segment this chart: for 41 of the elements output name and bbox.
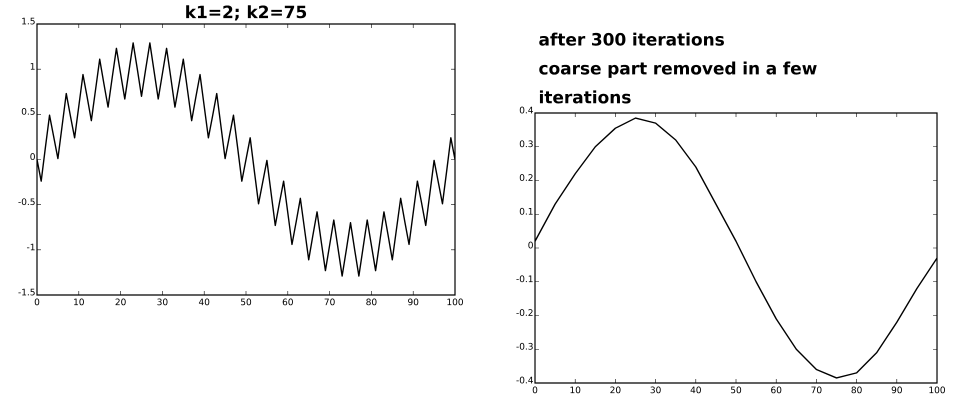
chart-title: after 300 iterations	[539, 32, 724, 46]
x-tick-label: 100	[929, 386, 945, 394]
x-tick-label: 50	[240, 298, 252, 306]
y-tick-label: 0.2	[520, 174, 533, 181]
x-tick-label: 70	[811, 386, 822, 394]
x-tick-label: 20	[610, 386, 621, 394]
y-tick-label: 1	[30, 63, 35, 70]
x-tick-label: 90	[408, 298, 418, 306]
y-tick-label: 0.3	[520, 140, 533, 148]
chart-title: k1=2; k2=75	[186, 5, 306, 20]
x-tick-label: 20	[116, 298, 126, 306]
y-tick-label: -1.5	[18, 288, 35, 296]
x-tick-label: 10	[570, 386, 580, 394]
x-tick-label: 100	[447, 298, 463, 306]
x-tick-label: 80	[366, 298, 377, 306]
y-tick-label: 0	[528, 242, 533, 248]
x-tick-label: 40	[198, 298, 210, 306]
y-tick-label: -0.1	[516, 275, 533, 282]
x-tick-label: 30	[157, 298, 168, 306]
x-tick-label: 30	[650, 386, 661, 394]
x-tick-label: 50	[730, 386, 742, 394]
x-tick-label: 10	[74, 298, 84, 306]
y-tick-label: -0.4	[516, 376, 533, 384]
y-tick-label: 0	[30, 153, 35, 160]
x-tick-label: 90	[892, 386, 902, 394]
x-tick-label: 80	[852, 386, 862, 394]
x-tick-label: 60	[771, 386, 782, 394]
x-tick-label: 0	[532, 386, 538, 394]
x-tick-label: 60	[282, 298, 293, 306]
y-tick-label: 0.5	[22, 108, 35, 115]
y-tick-label: -1	[26, 244, 35, 250]
y-tick-label: 0.1	[520, 208, 533, 215]
y-tick-label: 0.4	[520, 106, 533, 114]
y-tick-label: -0.3	[516, 342, 533, 350]
x-tick-label: 70	[324, 298, 335, 306]
y-tick-label: -0.5	[18, 198, 35, 206]
x-tick-label: 40	[690, 386, 701, 394]
y-tick-label: -0.2	[516, 309, 533, 316]
x-tick-label: 0	[34, 298, 40, 306]
chart-subtitle: coarse part removed in a few iterations	[539, 61, 817, 104]
y-tick-label: 1.5	[22, 18, 35, 24]
